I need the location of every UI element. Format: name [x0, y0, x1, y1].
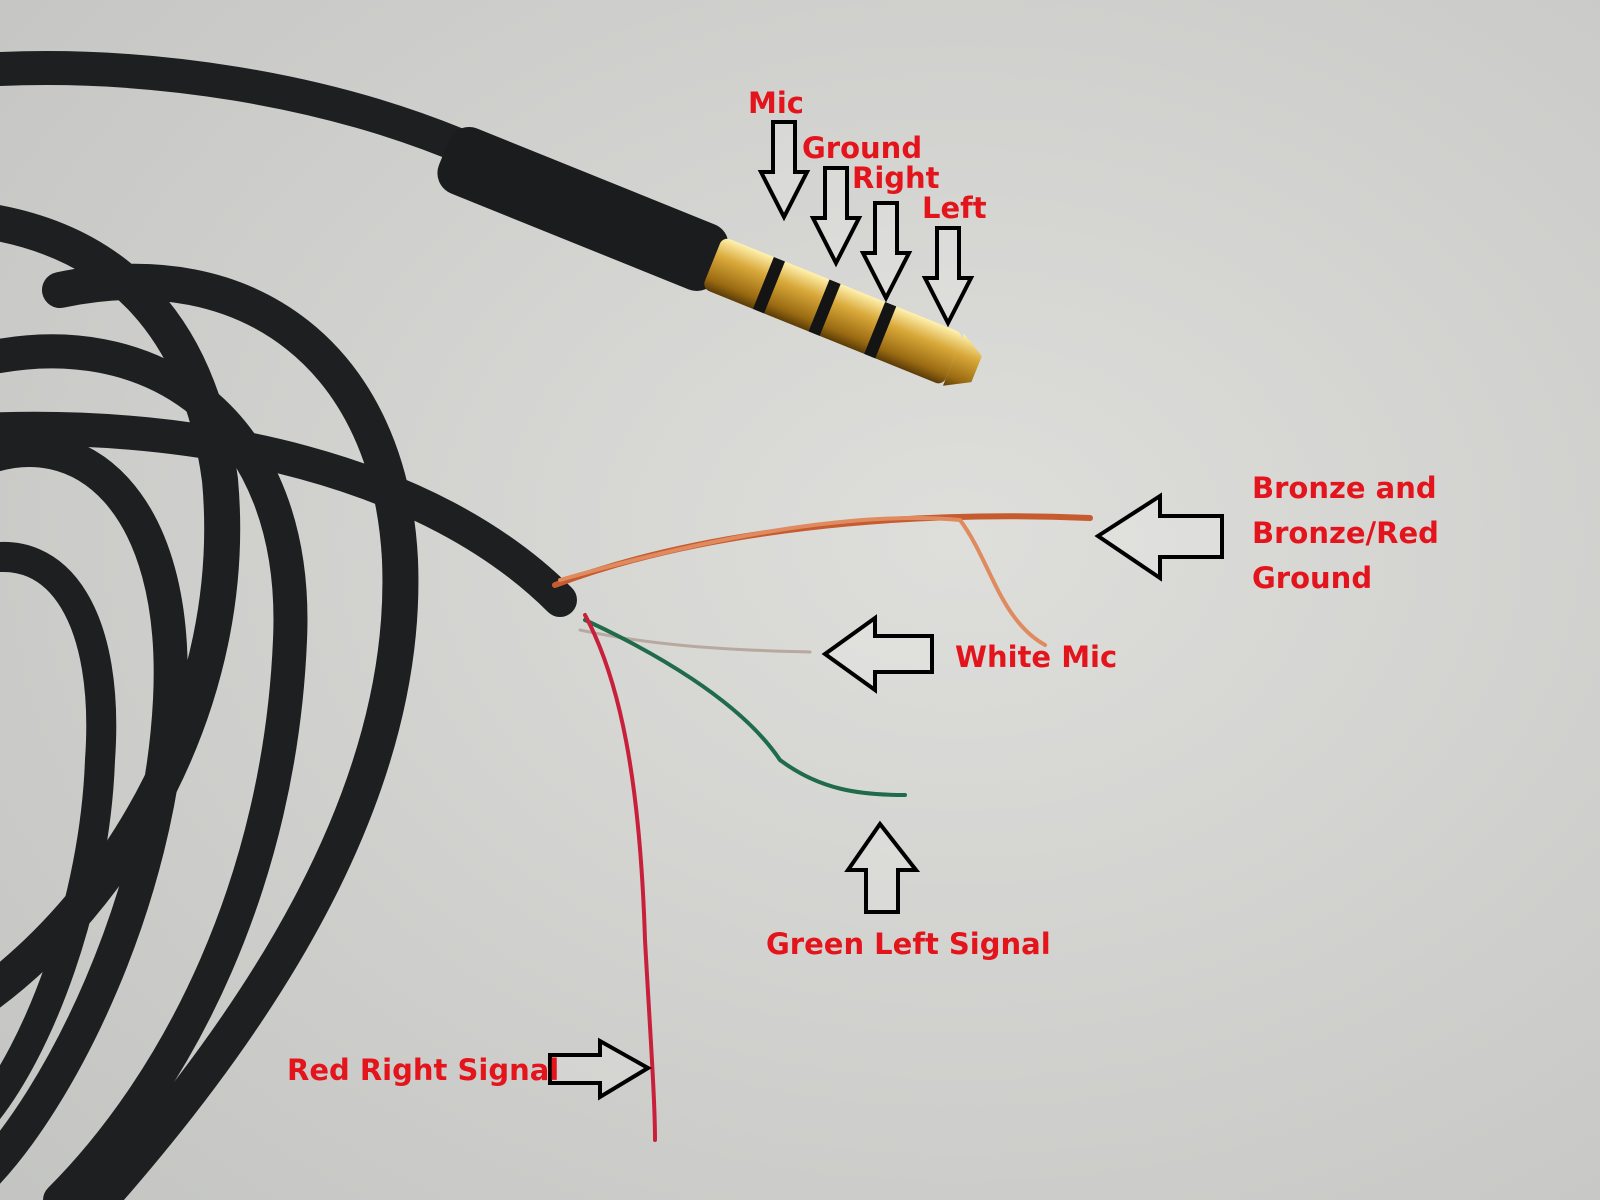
label: Bronze and [1252, 471, 1437, 505]
label: Mic [748, 86, 804, 120]
arrow-right [548, 1037, 652, 1101]
label: Ground [802, 131, 922, 165]
label: Green Left Signal [766, 927, 1051, 961]
arrow-left [844, 820, 921, 914]
label: Red Right Signal [287, 1053, 559, 1087]
label: Left [922, 191, 987, 225]
label: Bronze/Red [1252, 516, 1439, 550]
wires [552, 513, 1093, 1142]
label: Ground [1252, 561, 1372, 595]
label: White Mic [955, 640, 1117, 674]
arrow-mic [821, 614, 934, 694]
arrow-ground [1094, 492, 1224, 582]
audio-jack [437, 126, 982, 386]
label: Right [852, 161, 940, 195]
cable-coil [0, 51, 577, 1200]
